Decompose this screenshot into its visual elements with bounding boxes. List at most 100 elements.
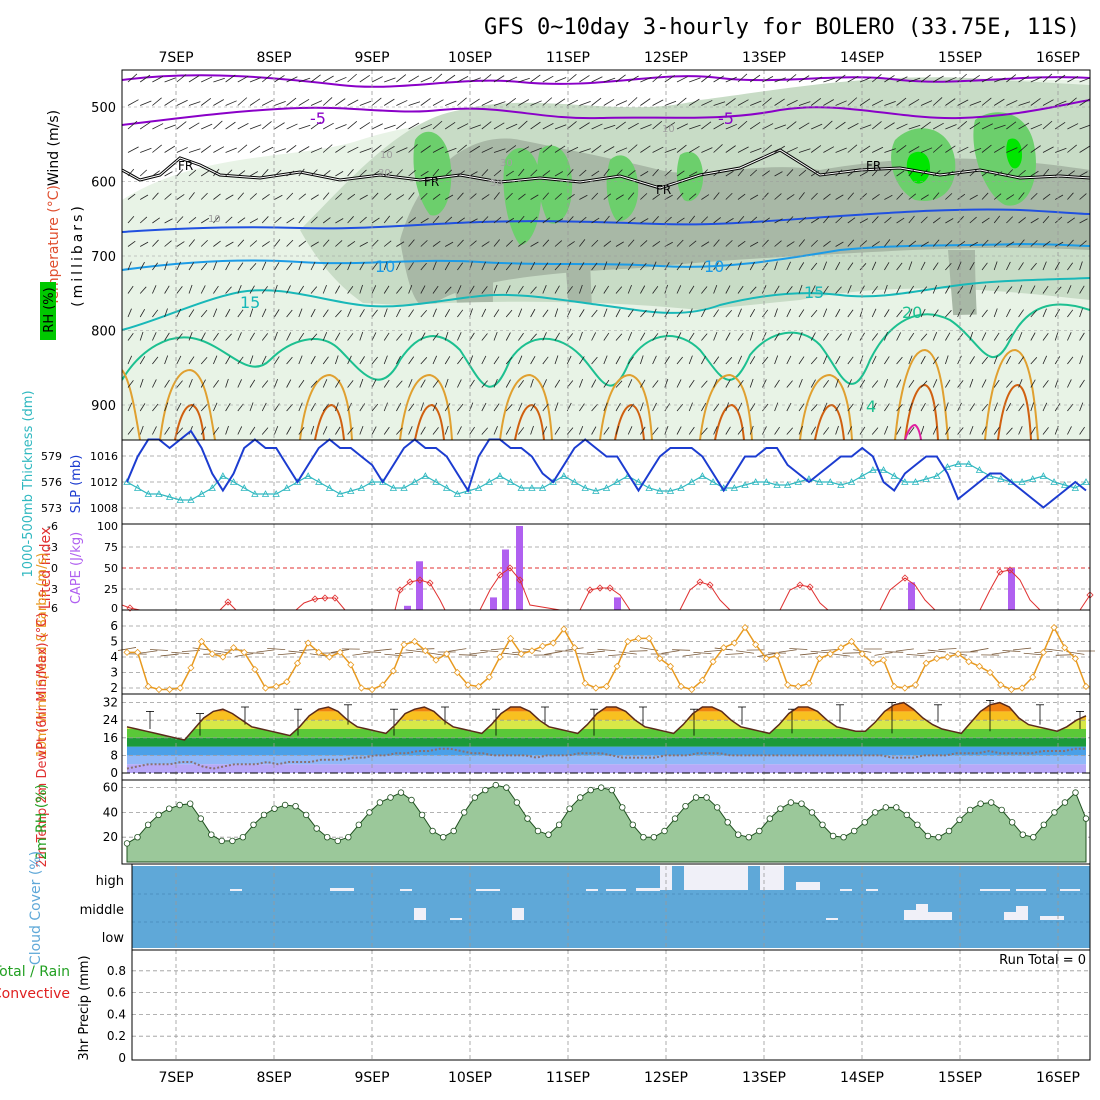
thickness-marker (965, 460, 973, 467)
thickness-marker (688, 478, 696, 485)
surface-wind-barb (490, 647, 509, 651)
wind-barb (835, 169, 843, 177)
wind-barb (627, 217, 636, 224)
wind-barb (152, 285, 157, 294)
wind-barb (932, 379, 938, 388)
wind-barb (506, 123, 518, 130)
wind-barb (920, 355, 926, 365)
wind-barb (445, 147, 457, 153)
wind-marker (890, 682, 898, 691)
wind-barb (432, 380, 439, 388)
wind-barb (615, 380, 623, 388)
wind-barb (164, 332, 170, 341)
wind-barb (566, 355, 572, 365)
rh-marker (882, 804, 889, 811)
wind-barb (261, 333, 269, 341)
rh-bright-1 (906, 151, 930, 184)
wind-barb (713, 75, 725, 83)
wind-barb (884, 148, 896, 153)
wind-barb (200, 309, 208, 318)
wind-barb (261, 241, 270, 247)
wind-barb (457, 217, 466, 224)
wind-barb (1018, 284, 1023, 294)
wind-barb (542, 426, 548, 435)
wind-marker (943, 653, 952, 661)
wind-barb (237, 239, 245, 247)
wind-barb (676, 379, 682, 388)
wind-barb (603, 308, 608, 318)
rh-marker (577, 794, 584, 801)
wind-marker (357, 684, 365, 692)
wind-marker (208, 650, 216, 658)
wind-barb (737, 146, 749, 153)
date-label-top: 16SEP (1036, 50, 1080, 66)
wind-barb (896, 403, 903, 412)
wind-barb (932, 356, 939, 365)
contour-label-15-b: 15 (804, 283, 824, 302)
wind-marker (464, 681, 472, 689)
wind-barb (432, 73, 443, 83)
wind-barb (847, 309, 854, 318)
wind-barb (457, 262, 464, 271)
wind-barb (762, 403, 769, 412)
wind-barb (957, 99, 969, 106)
wind-barb (591, 309, 598, 318)
wind-barb (505, 404, 513, 412)
thickness-marker (421, 472, 430, 479)
wind-barb (493, 284, 498, 294)
wind-marker (677, 682, 685, 691)
wind-barb (469, 218, 478, 224)
wind-barb (884, 309, 890, 318)
wind-barb (261, 286, 268, 294)
wind-barb (261, 355, 267, 365)
wind-barb (1030, 192, 1038, 200)
wind-barb (139, 261, 145, 271)
wind-barb (298, 426, 305, 435)
wind-barb (274, 284, 278, 294)
wind-barb (542, 403, 549, 412)
wind-barb (213, 285, 219, 294)
wind-barb (396, 194, 405, 200)
wind-barb (249, 332, 255, 341)
rh-marker (513, 799, 521, 806)
rh-marker (924, 832, 932, 840)
wind-barb (554, 240, 563, 247)
wind-barb (945, 145, 956, 153)
wind-barb (969, 309, 975, 318)
wind-barb (249, 98, 261, 106)
wind-barb (396, 147, 408, 153)
wind-barb (701, 147, 713, 153)
wind-barb (335, 379, 341, 388)
wind-barb (1030, 379, 1036, 388)
wind-barb (249, 379, 256, 388)
wind-barb (762, 379, 767, 388)
surface-wind-barb (917, 651, 936, 655)
wind-marker (816, 654, 824, 663)
pressure-tick-label: 800 (91, 325, 116, 340)
wind-barb (713, 262, 719, 271)
wind-barb (932, 170, 941, 177)
rh-marker (629, 821, 636, 828)
wind-barb (213, 379, 220, 388)
wind-barb (530, 261, 536, 271)
rh-marker (840, 834, 847, 841)
wind-marker (560, 625, 568, 633)
li-marker (901, 574, 909, 582)
wind-marker (975, 662, 984, 670)
thickness-marker (869, 466, 877, 473)
rh-marker (271, 805, 278, 812)
temp-contour-freezing-inner (122, 149, 1090, 189)
wind-barb (335, 98, 346, 106)
rh-marker (1009, 819, 1016, 826)
wind-barb (347, 168, 354, 177)
wind-barb (1054, 74, 1066, 83)
wind-barb (640, 355, 644, 365)
wind-barb (1006, 100, 1018, 106)
wind-barb (420, 402, 424, 412)
wind-barb (591, 97, 602, 106)
wind-barb (1042, 240, 1051, 247)
temp-band (127, 755, 1086, 765)
wind-barb (225, 333, 232, 341)
rh-tick-label: 60 (103, 781, 118, 795)
wind-barb (139, 331, 144, 341)
